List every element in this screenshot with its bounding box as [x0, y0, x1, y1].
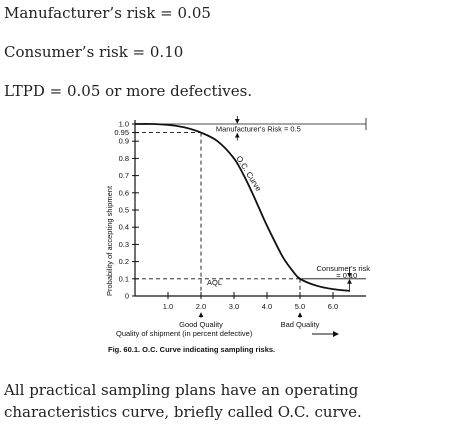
y-tick-label: 0.2: [119, 257, 129, 266]
aql-anchor: [201, 135, 207, 279]
y-tick-label: 0.95: [114, 128, 129, 137]
manufacturer-risk-label: Manufacturer's Risk = 0.5: [216, 125, 301, 134]
y-tick-label: 0.9: [119, 137, 129, 146]
x-tick-label: 1.0: [163, 302, 173, 311]
consumer-risk-label: Consumer's risk: [317, 264, 371, 273]
y-tick-label: 0.3: [119, 240, 129, 249]
x-tick-label: 5.0: [295, 302, 305, 311]
y-tick-label: 0: [125, 292, 129, 301]
y-tick-label: 0.5: [119, 206, 129, 215]
good-quality-label: Good Quality: [179, 320, 223, 329]
oc-curve-figure: 00.10.20.30.40.50.60.70.80.90.951.0 1.0 2…: [105, 116, 371, 354]
y-tick-label: 0.8: [119, 154, 129, 163]
y-tick-label: 0.6: [119, 188, 129, 197]
consumer-risk-text: Consumer’s risk = 0.10: [4, 43, 184, 61]
x-tick-label: 2.0: [196, 302, 206, 311]
y-axis-label: Probability of accepting shipment: [105, 185, 114, 296]
ltpd-text: LTPD = 0.05 or more defectives.: [4, 82, 253, 100]
x-axis-label: Quality of shipment (in percent defectiv…: [116, 329, 253, 338]
y-tick-label: 0.7: [119, 171, 129, 180]
x-tick-label: 4.0: [262, 302, 272, 311]
closing-paragraph: All practical sampling plans have an ope…: [4, 381, 362, 421]
y-tick-label: 1.0: [119, 120, 129, 129]
consumer-risk-value: = 0.10: [336, 271, 357, 280]
x-tick-label: 6.0: [328, 302, 338, 311]
x-tick-label: 3.0: [229, 302, 239, 311]
y-tick-label: 0.1: [119, 274, 129, 283]
oc-curve-line: [134, 123, 350, 292]
y-tick-label: 0.4: [119, 223, 129, 232]
bad-quality-label: Bad Quality: [281, 320, 320, 329]
figure-caption: Fig. 60.1. O.C. Curve indicating samplin…: [108, 345, 275, 354]
aql-label: AQL: [207, 278, 222, 287]
manufacturer-risk-text: Manufacturer’s risk = 0.05: [4, 4, 211, 22]
